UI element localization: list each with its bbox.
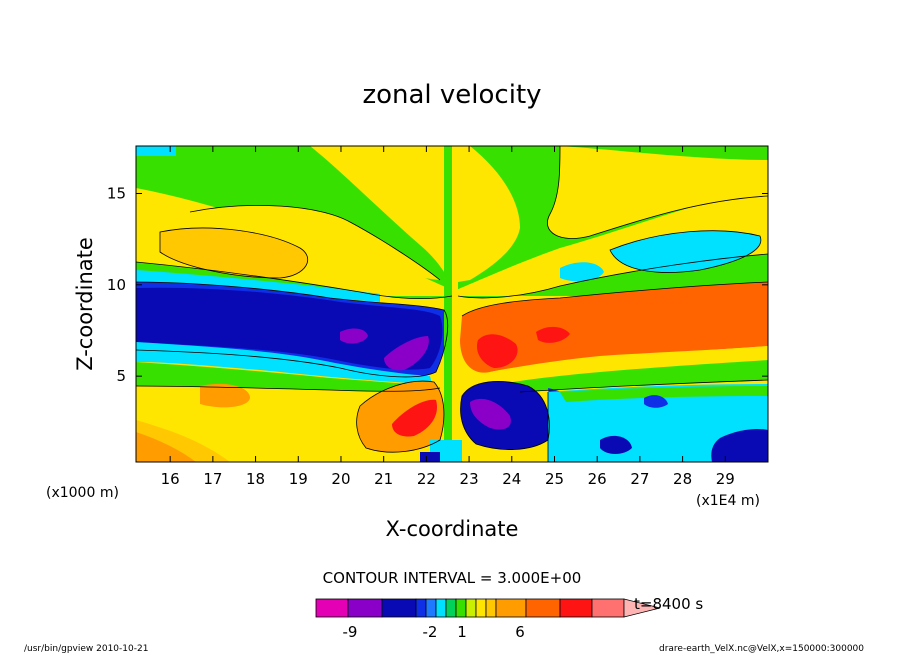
contour-orange-jet [460,282,768,373]
x-tick-label: 27 [630,470,649,488]
contour-yellow-ray-3 [458,146,520,282]
x-tick-label: 26 [588,470,607,488]
time-label: t=8400 s [634,595,703,613]
x-tick-label: 16 [161,470,180,488]
y-unit-label: (x1000 m) [46,485,119,501]
contour-yellow-below-orange [490,346,768,384]
x-tick-label: 21 [374,470,393,488]
contour-orange-upper-left [160,227,308,278]
contour-blue-small-right [600,435,632,454]
x-axis: 16 17 18 19 20 21 22 23 24 25 26 27 28 29 [161,146,735,488]
colorbar-segment [455,598,467,618]
contour-center-bottom-blue [420,452,440,462]
contour-plot [136,146,768,462]
contour-purple-lobe [470,398,511,430]
colorbar-segment [559,598,593,618]
x-tick-label: 19 [289,470,308,488]
colorbar-segment [475,598,487,618]
contour-green-below-orange [500,360,768,392]
x-tick-label: 17 [203,470,222,488]
contour-yellow-ray-5 [390,146,444,250]
contour-cyan-below-jet [136,342,432,384]
colorbar-segment [591,598,625,618]
contour-green-lower-right [560,386,768,402]
plot-frame [135,145,769,463]
x-axis-label: X-coordinate [386,517,519,541]
contour-red-lobe [392,399,438,437]
contour-blue-small-right-2 [644,395,668,408]
colorbar-segment [485,598,497,618]
footer-right: drare-earth_VelX.nc@VelX,x=150000:300000 [659,644,864,654]
contour-cyan-band [136,270,380,302]
colorbar-segment [525,598,561,618]
contour-red-cell-2 [536,326,570,343]
x-tick-label: 20 [331,470,350,488]
contour-green-below-jet [136,362,440,392]
colorbar-label: -9 [343,623,358,641]
colorbar-segment [415,598,427,618]
contour-cyan-topleft [136,146,176,156]
colorbar-segment [435,598,447,618]
colorbar: -9 -2 1 6 [315,598,661,641]
contour-lines [136,146,768,462]
x-unit-label: (x1E4 m) [696,493,760,509]
contour-blue-jet [136,287,443,370]
contour-purple-cell-1 [340,328,368,344]
colorbar-label: 1 [457,623,467,641]
y-tick-label: 5 [116,367,126,385]
y-axis-label: Z-coordinate [73,237,97,371]
colorbar-segment [425,598,437,618]
x-tick-label: 28 [673,470,692,488]
contour-orange-lower-left [200,383,250,408]
contour-cyan-upper-right-2 [560,262,604,282]
colorbar-segment [465,598,477,618]
y-axis: 5 10 15 [107,184,768,385]
y-tick-label: 10 [107,276,126,294]
contour-blue-lower-right [711,428,768,462]
x-tick-label: 23 [460,470,479,488]
colorbar-segment [347,598,383,618]
contour-red-cell-1 [476,334,518,368]
x-tick-label: 22 [417,470,436,488]
x-tick-label: 24 [502,470,521,488]
y-tick-label: 15 [107,184,126,202]
contour-purple-cell-2 [384,336,429,371]
colorbar-arrow [623,598,661,618]
chart-title: zonal velocity [362,80,541,110]
contour-cyan-upper-right [610,230,761,273]
colorbar-label: 6 [515,623,525,641]
contour-yellow-ray-4 [547,146,768,239]
contour-yellow-ray-1 [190,205,440,280]
footer-left: /usr/bin/gpview 2010-10-21 [24,644,148,654]
contour-center-column [452,146,458,462]
contour-center-green [444,146,452,462]
contour-orange-corner [136,432,196,462]
colorbar-segment [315,598,349,618]
x-tick-label: 18 [246,470,265,488]
colorbar-segment [495,598,527,618]
colorbar-segment [381,598,417,618]
contour-interval-label: CONTOUR INTERVAL = 3.000E+00 [323,569,582,587]
x-tick-label: 25 [545,470,564,488]
colorbar-segment [445,598,457,618]
colorbar-label: -2 [423,623,438,641]
x-tick-label: 29 [716,470,735,488]
